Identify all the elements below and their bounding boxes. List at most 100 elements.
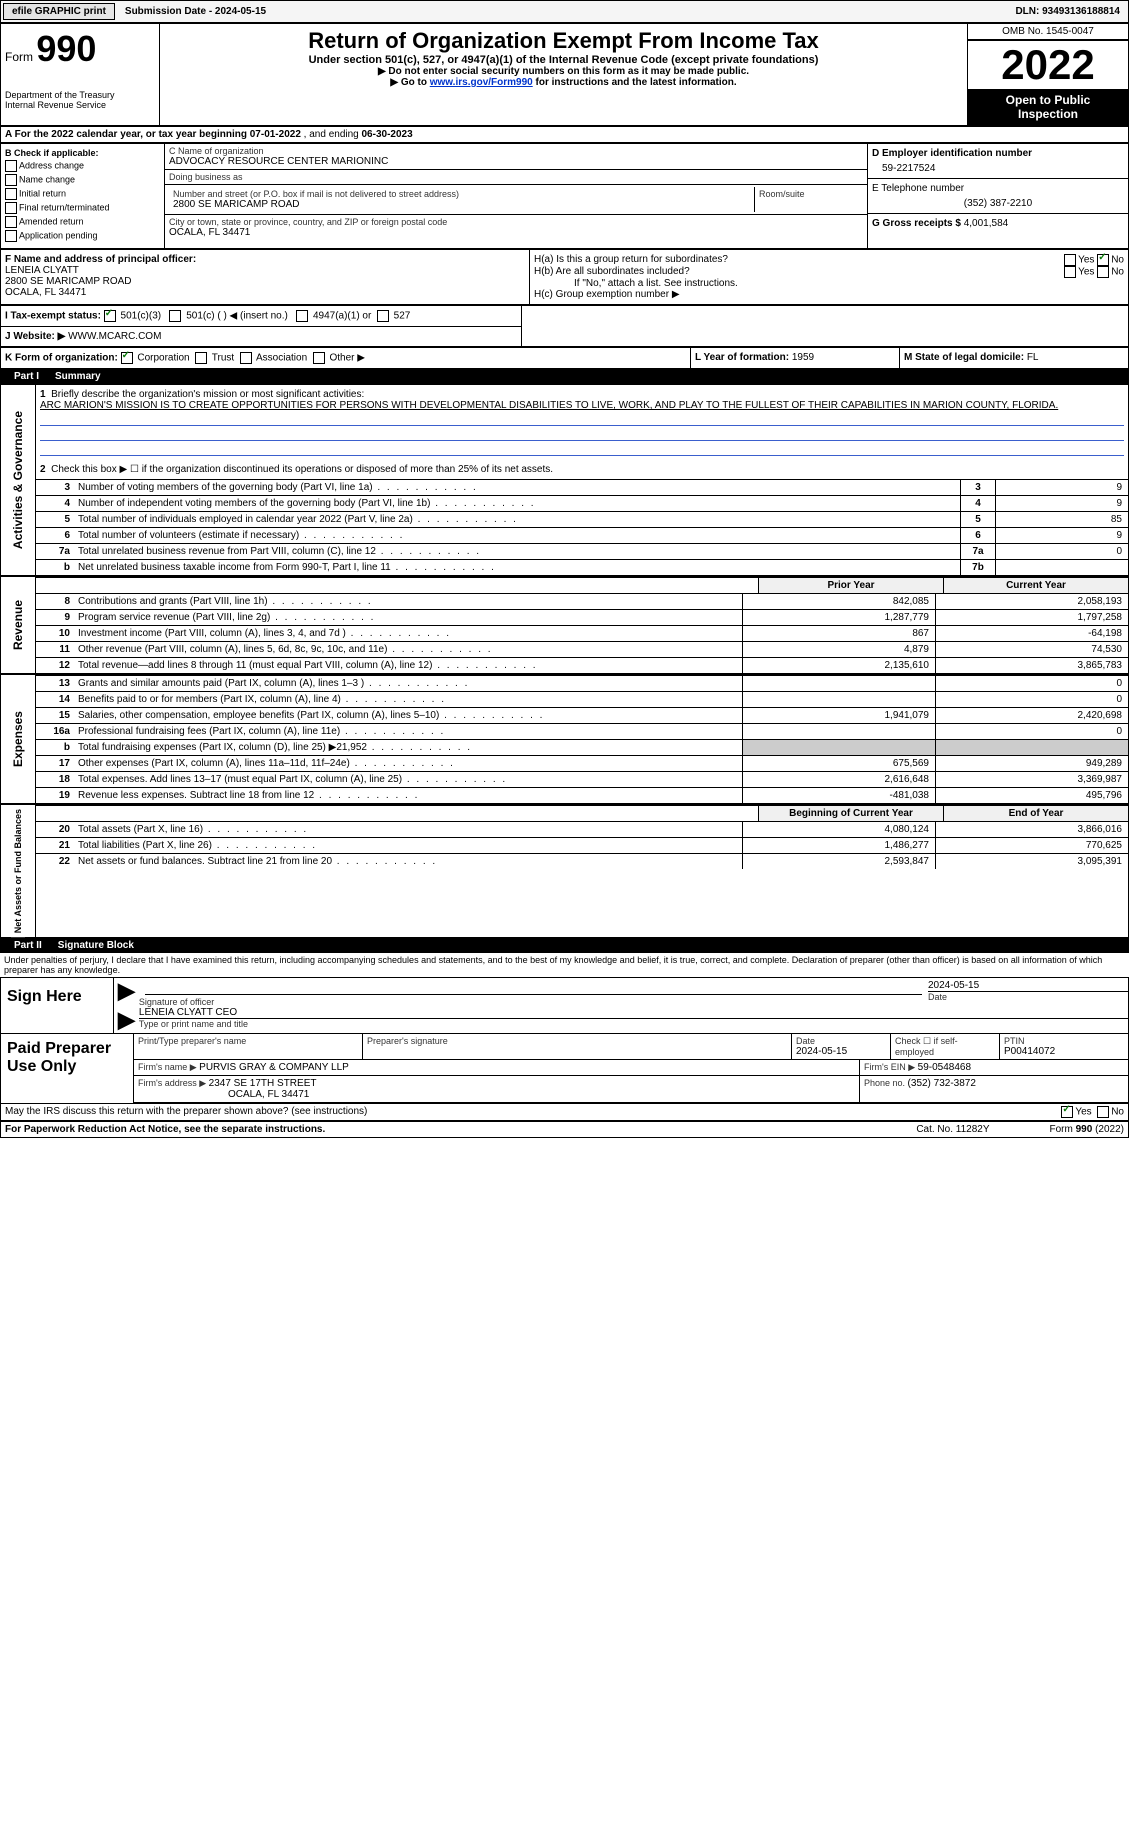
chk-ha-no[interactable] (1097, 254, 1109, 266)
row-desc: Contributions and grants (Part VIII, lin… (74, 594, 742, 609)
submission-date-label: Submission Date - (125, 6, 215, 17)
row-num: 18 (36, 772, 74, 787)
row-v1: 2,593,847 (742, 854, 935, 869)
chk-assoc[interactable] (240, 352, 252, 364)
row-desc: Total unrelated business revenue from Pa… (74, 544, 960, 559)
row-val: 9 (996, 528, 1128, 543)
row-val: 0 (996, 544, 1128, 559)
b-title: B Check if applicable: (5, 148, 160, 158)
part-ii-num: Part II (6, 940, 50, 951)
row-num: 7a (36, 544, 74, 559)
row-v1: 1,486,277 (742, 838, 935, 853)
head-prior-year: Prior Year (758, 578, 943, 593)
efile-print-button[interactable]: efile GRAPHIC print (3, 3, 115, 20)
hb-label: H(b) Are all subordinates included? (534, 266, 1064, 278)
f-name: LENEIA CLYATT (5, 265, 525, 276)
c-addr: 2800 SE MARICAMP ROAD (173, 199, 750, 210)
opt-name-change: Name change (19, 174, 75, 184)
row-v1 (742, 692, 935, 707)
l-year: 1959 (792, 352, 814, 363)
summary-na: Net Assets or Fund Balances Beginning of… (0, 804, 1129, 938)
chk-mayirs-no[interactable] (1097, 1106, 1109, 1118)
row-desc: Total revenue—add lines 8 through 11 (mu… (74, 658, 742, 673)
ha-label: H(a) Is this a group return for subordin… (534, 254, 1064, 266)
block-klm: K Form of organization: Corporation Trus… (0, 347, 1129, 369)
i-527: 527 (394, 311, 411, 322)
line-a-end: 06-30-2023 (362, 129, 413, 140)
open-line1: Open to Public (972, 93, 1124, 107)
hb-yes: Yes (1078, 267, 1094, 278)
i-501c: 501(c) ( ) ◀ (insert no.) (186, 311, 288, 322)
line-a-tax-year: A For the 2022 calendar year, or tax yea… (0, 126, 1129, 143)
chk-other[interactable] (313, 352, 325, 364)
chk-application-pending[interactable] (5, 230, 17, 242)
k-assoc: Association (256, 353, 307, 364)
row-box: 6 (960, 528, 996, 543)
chk-initial-return[interactable] (5, 188, 17, 200)
row-v1: 842,085 (742, 594, 935, 609)
chk-mayirs-yes[interactable] (1061, 1106, 1073, 1118)
c-city: OCALA, FL 34471 (169, 227, 863, 238)
form-number: 990 (36, 28, 96, 69)
line-a-pre: A For the 2022 calendar year, or tax yea… (5, 129, 250, 140)
row-desc: Total expenses. Add lines 13–17 (must eq… (74, 772, 742, 787)
financial-row: 19 Revenue less expenses. Subtract line … (36, 787, 1128, 803)
summary-row: 7a Total unrelated business revenue from… (36, 543, 1128, 559)
hb-no: No (1111, 267, 1124, 278)
dept-treasury: Department of the Treasury (5, 90, 155, 100)
financial-row: 9 Program service revenue (Part VIII, li… (36, 609, 1128, 625)
row-num: 5 (36, 512, 74, 527)
row-desc: Net unrelated business taxable income fr… (74, 560, 960, 575)
chk-amended-return[interactable] (5, 216, 17, 228)
part-i-num: Part I (6, 371, 47, 382)
row-num: 20 (36, 822, 74, 837)
row-v2 (935, 740, 1128, 755)
irs-form990-link[interactable]: www.irs.gov/Form990 (430, 77, 533, 88)
chk-4947[interactable] (296, 310, 308, 322)
row-desc: Professional fundraising fees (Part IX, … (74, 724, 742, 739)
chk-527[interactable] (377, 310, 389, 322)
omb-number: OMB No. 1545-0047 (968, 24, 1128, 40)
section-c: C Name of organization ADVOCACY RESOURCE… (165, 144, 867, 248)
chk-final-return[interactable] (5, 202, 17, 214)
chk-501c3[interactable] (104, 310, 116, 322)
chk-name-change[interactable] (5, 174, 17, 186)
row-v1 (742, 740, 935, 755)
dln: DLN: 93493136188814 (1007, 4, 1128, 19)
financial-row: 20 Total assets (Part X, line 16) 4,080,… (36, 821, 1128, 837)
firm-phone: (352) 732-3872 (908, 1078, 976, 1089)
c-city-label: City or town, state or province, country… (169, 217, 863, 227)
i-label: I Tax-exempt status: (5, 311, 101, 322)
chk-address-change[interactable] (5, 160, 17, 172)
row-num: 9 (36, 610, 74, 625)
row-v1 (742, 676, 935, 691)
row-v1: 867 (742, 626, 935, 641)
row-v2: 3,369,987 (935, 772, 1128, 787)
i-501c3: 501(c)(3) (121, 311, 162, 322)
row-num: 12 (36, 658, 74, 673)
chk-corp[interactable] (121, 352, 133, 364)
opt-amended-return: Amended return (19, 216, 84, 226)
j-label: J Website: ▶ (5, 331, 65, 342)
form-header: Form 990 Department of the Treasury Inte… (0, 23, 1129, 126)
row-val: 85 (996, 512, 1128, 527)
f-addr1: 2800 SE MARICAMP ROAD (5, 276, 525, 287)
mission-blank-3 (40, 441, 1124, 456)
summary-row: 4 Number of independent voting members o… (36, 495, 1128, 511)
chk-hb-yes[interactable] (1064, 266, 1076, 278)
c-name-label: C Name of organization (169, 146, 863, 156)
chk-501c[interactable] (169, 310, 181, 322)
line-a-begin: 07-01-2022 (250, 129, 301, 140)
financial-row: 11 Other revenue (Part VIII, column (A),… (36, 641, 1128, 657)
row-v2: 0 (935, 676, 1128, 691)
top-bar: efile GRAPHIC print Submission Date - 20… (0, 0, 1129, 23)
chk-ha-yes[interactable] (1064, 254, 1076, 266)
row-num: 21 (36, 838, 74, 853)
k-corp: Corporation (137, 353, 189, 364)
form-title: Return of Organization Exempt From Incom… (164, 28, 963, 54)
header-right: OMB No. 1545-0047 2022 Open to Public In… (967, 24, 1128, 125)
footer: For Paperwork Reduction Act Notice, see … (0, 1121, 1129, 1138)
opt-application-pending: Application pending (19, 230, 98, 240)
chk-hb-no[interactable] (1097, 266, 1109, 278)
chk-trust[interactable] (195, 352, 207, 364)
